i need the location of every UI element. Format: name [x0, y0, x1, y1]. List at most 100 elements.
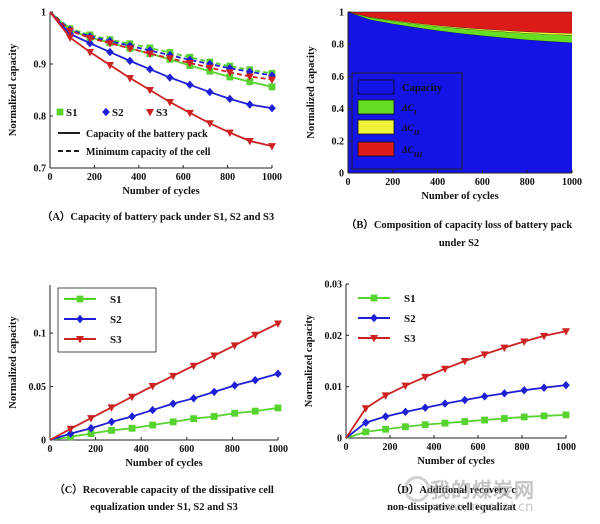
series-s3-point: [205, 64, 214, 73]
series-s3-point: [125, 75, 134, 83]
series-s2-point: [189, 394, 198, 403]
series-s1-point: [210, 413, 218, 420]
y-tick-label: 0.03: [325, 280, 343, 291]
series-s1-point: [520, 413, 528, 421]
series-s2-point: [206, 87, 214, 97]
series-s1-point: [108, 426, 115, 434]
panel-b-axes: 0 200 400 600 800 1000 0 0.2 0.4 0.6 0.8 1 Number of…: [306, 8, 582, 203]
watermark-url: www.mycoal.cn: [432, 500, 534, 515]
y-tick-label: 0.4: [332, 104, 345, 115]
x-tick-label: 800: [220, 172, 235, 183]
series-s3-point: [125, 45, 134, 53]
series-s2-point: [251, 375, 259, 385]
legend-marker-s1: [76, 295, 84, 303]
x-tick-label: 200: [383, 442, 398, 453]
x-axis-title: Number of cycles: [122, 186, 199, 197]
series-s2-point: [86, 39, 94, 48]
series-s3-point: [268, 143, 276, 151]
series-s3-point: [65, 34, 74, 42]
area-ciii: [348, 12, 572, 34]
series-s2-point: [66, 429, 75, 438]
series-s2-point: [246, 100, 254, 109]
series-s3-point: [225, 69, 234, 77]
series-s1-point: [169, 418, 177, 426]
series-s3-point: [274, 320, 282, 328]
y-tick-label: 0: [337, 434, 342, 445]
panel-c-series: [49, 320, 282, 441]
series-s3-point: [500, 344, 509, 353]
series-s2-point: [166, 73, 174, 82]
series-s2-point: [186, 55, 194, 65]
x-tick-label: 800: [515, 442, 530, 453]
series-s3-values-line: [345, 330, 567, 439]
series-s3-point: [520, 338, 529, 346]
series-s1-point: [421, 421, 429, 429]
series-s2-point: [230, 381, 239, 390]
x-tick-label: 400: [427, 442, 442, 453]
legend-marker-s3: [370, 335, 378, 343]
area-ci: [348, 12, 572, 43]
x-tick-label: 800: [520, 177, 535, 188]
caption-a: （A）Capacity of battery pack under S1, S2…: [41, 212, 275, 223]
y-tick-label: 0: [41, 436, 46, 447]
series-s3-point: [268, 76, 276, 84]
series-s1-point: [540, 412, 548, 420]
series-s1-point: [382, 425, 389, 433]
series-s1-point: [87, 430, 95, 437]
series-s2-point: [146, 65, 154, 74]
caption-d-line1: （D）Additional recovery c: [390, 485, 516, 496]
x-axis-title: Number of cycles: [421, 191, 498, 202]
series-s3-point: [169, 372, 178, 381]
series-s3-point: [381, 392, 390, 400]
y-tick-label: 0: [339, 169, 344, 180]
series-s3-point: [480, 351, 489, 359]
caption-d-line2: non-dissipative cell equalizat: [387, 502, 516, 513]
legend-marker-s2: [76, 314, 84, 324]
series-s2-point: [520, 386, 528, 395]
legend-label-s1: S1: [110, 294, 122, 306]
panel-a-legend: S1 S2 S3 Capacity of the battery pack Minimu…: [56, 107, 211, 158]
series-s1-point: [149, 421, 156, 429]
legend-label-s1: S1: [66, 107, 78, 119]
series-s3-point: [85, 35, 94, 43]
series-s3-point: [562, 328, 570, 336]
watermark-logo-icon: [404, 476, 430, 502]
x-tick-label: 1000: [556, 442, 576, 453]
x-axis-title: Number of cycles: [417, 456, 494, 467]
series-s1-point: [461, 418, 469, 425]
series-s3-point: [225, 129, 234, 138]
legend-marker-s3: [76, 336, 84, 344]
series-s2-point: [186, 80, 194, 89]
x-tick-label: 400: [134, 444, 149, 455]
series-s1-point: [562, 411, 570, 419]
y-tick-label: 1: [339, 8, 344, 19]
y-tick-label: 0.2: [332, 136, 345, 147]
series-s2-point: [226, 94, 234, 104]
legend-swatch-1: [357, 99, 395, 115]
series-s3-point: [245, 137, 254, 146]
x-tick-label: 0: [344, 442, 349, 453]
series-s1-point: [441, 419, 449, 427]
x-tick-label: 400: [131, 172, 146, 183]
series-s2-point: [540, 383, 548, 392]
series-s1-point: [231, 409, 239, 417]
x-tick-label: 600: [475, 177, 490, 188]
series-s1-point: [268, 83, 276, 91]
legend-marker-s1: [370, 294, 378, 302]
series-s2-pack-line: [49, 11, 273, 110]
series-s3-point: [185, 109, 194, 118]
series-s3-values-line: [49, 322, 279, 441]
legend-marker-s2: [370, 313, 378, 323]
series-s2-point: [500, 389, 509, 398]
series-s3-point: [107, 404, 116, 412]
watermark-text: 我的煤炭网: [430, 478, 535, 502]
series-s3-point: [105, 40, 114, 48]
x-tick-label: 600: [176, 172, 191, 183]
series-s2-point: [148, 405, 157, 415]
series-s3-point: [251, 331, 260, 340]
panel-a-axes: 0 200 400 600 800 1000 0.7 0.8 0.9 1 Number of cyc…: [8, 8, 282, 198]
series-s1-point: [362, 428, 370, 436]
series-s1-point: [501, 415, 508, 422]
